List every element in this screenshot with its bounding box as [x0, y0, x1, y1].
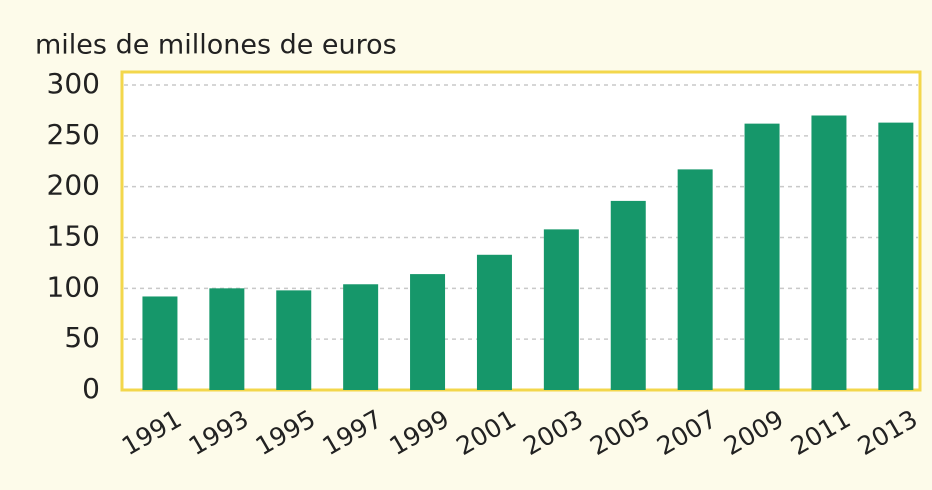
bar [142, 296, 178, 390]
y-tick-label: 200 [47, 169, 100, 202]
bar [343, 284, 379, 390]
y-tick-label: 150 [47, 220, 100, 253]
bar [209, 288, 245, 390]
bar [811, 115, 847, 390]
bar [677, 169, 713, 390]
bar [744, 123, 780, 390]
bar [276, 290, 312, 390]
y-tick-label: 100 [47, 270, 100, 303]
y-tick-label: 300 [47, 67, 100, 100]
axis-title: miles de millones de euros [35, 30, 397, 61]
bar [476, 254, 512, 390]
y-tick-label: 250 [47, 118, 100, 151]
y-tick-label: 0 [82, 372, 100, 405]
plot-area [120, 70, 922, 392]
bar [410, 274, 446, 390]
bar [878, 122, 914, 390]
bar [543, 229, 579, 390]
bar [610, 200, 646, 390]
y-tick-label: 50 [64, 321, 100, 354]
